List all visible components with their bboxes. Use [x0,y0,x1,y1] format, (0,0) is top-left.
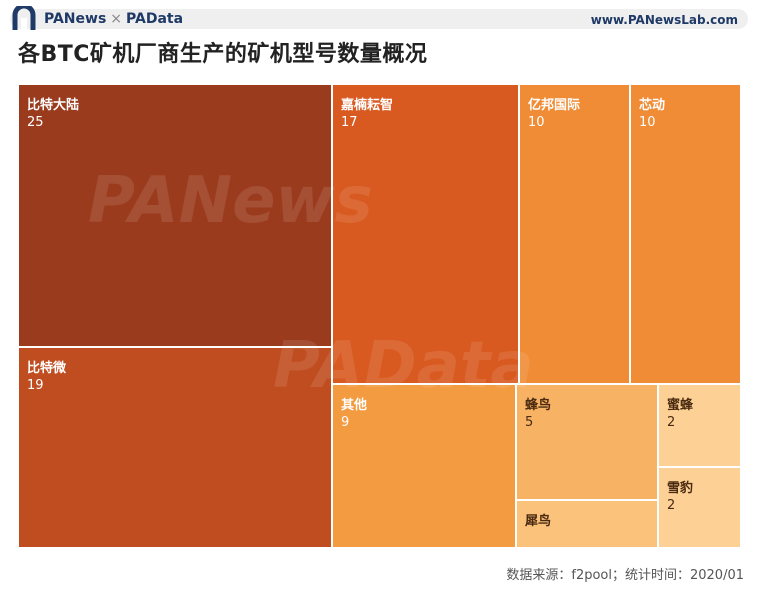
brand-panews: PANews [44,11,107,27]
tile-value: 5 [525,415,534,430]
treemap-tile: 嘉楠耘智 17 [332,84,519,384]
tile-label: 嘉楠耘智 [341,98,394,113]
treemap-tile: 犀鸟 [516,500,658,548]
tile-label: 比特微 [27,361,67,376]
tile-value: 10 [528,115,545,130]
treemap-chart: 雪豹 2 蜜蜂 2 犀鸟 蜂鸟 5 其他 9 芯动 10 亿邦国际 10 嘉楠耘智 17 比特微 19 比特大陆 2… [18,84,741,548]
tile-label: 其他 [341,398,368,413]
tile-label: 比特大陆 [27,98,80,113]
panews-logo-icon [12,6,36,30]
tile-value: 17 [341,115,358,130]
treemap-tile: 其他 9 [332,384,516,548]
chart-title: 各BTC矿机厂商生产的矿机型号数量概况 [18,42,428,67]
header-bar: PANews × PAData www.PANewsLab.com [0,6,760,32]
treemap-tile: 比特大陆 25 [18,84,332,347]
header-pill [10,9,748,29]
tile-label: 雪豹 [667,481,694,496]
data-source-note: 数据来源：f2pool；统计时间：2020/01 [506,568,744,583]
tile-value: 2 [667,415,676,430]
tile-value: 2 [667,498,676,513]
tile-label: 亿邦国际 [528,98,581,113]
brand-name: PANews × PAData [44,11,183,27]
treemap-tile: 亿邦国际 10 [519,84,630,384]
treemap-tile: 蜜蜂 2 [658,384,741,467]
treemap-tile: 芯动 10 [630,84,741,384]
tile-label: 蜜蜂 [667,398,694,413]
tile-value: 9 [341,415,350,430]
tile-value: 19 [27,378,44,393]
treemap-tile: 比特微 19 [18,347,332,548]
brand-padata: PAData [126,11,184,27]
tile-label: 蜂鸟 [525,398,552,413]
treemap-tile: 雪豹 2 [658,467,741,548]
tile-value: 25 [27,115,44,130]
brand-separator: × [110,11,123,27]
site-url: www.PANewsLab.com [590,13,738,27]
tile-label: 芯动 [639,98,666,113]
tile-label: 犀鸟 [525,514,552,529]
treemap-tile: 蜂鸟 5 [516,384,658,500]
tile-value: 10 [639,115,656,130]
